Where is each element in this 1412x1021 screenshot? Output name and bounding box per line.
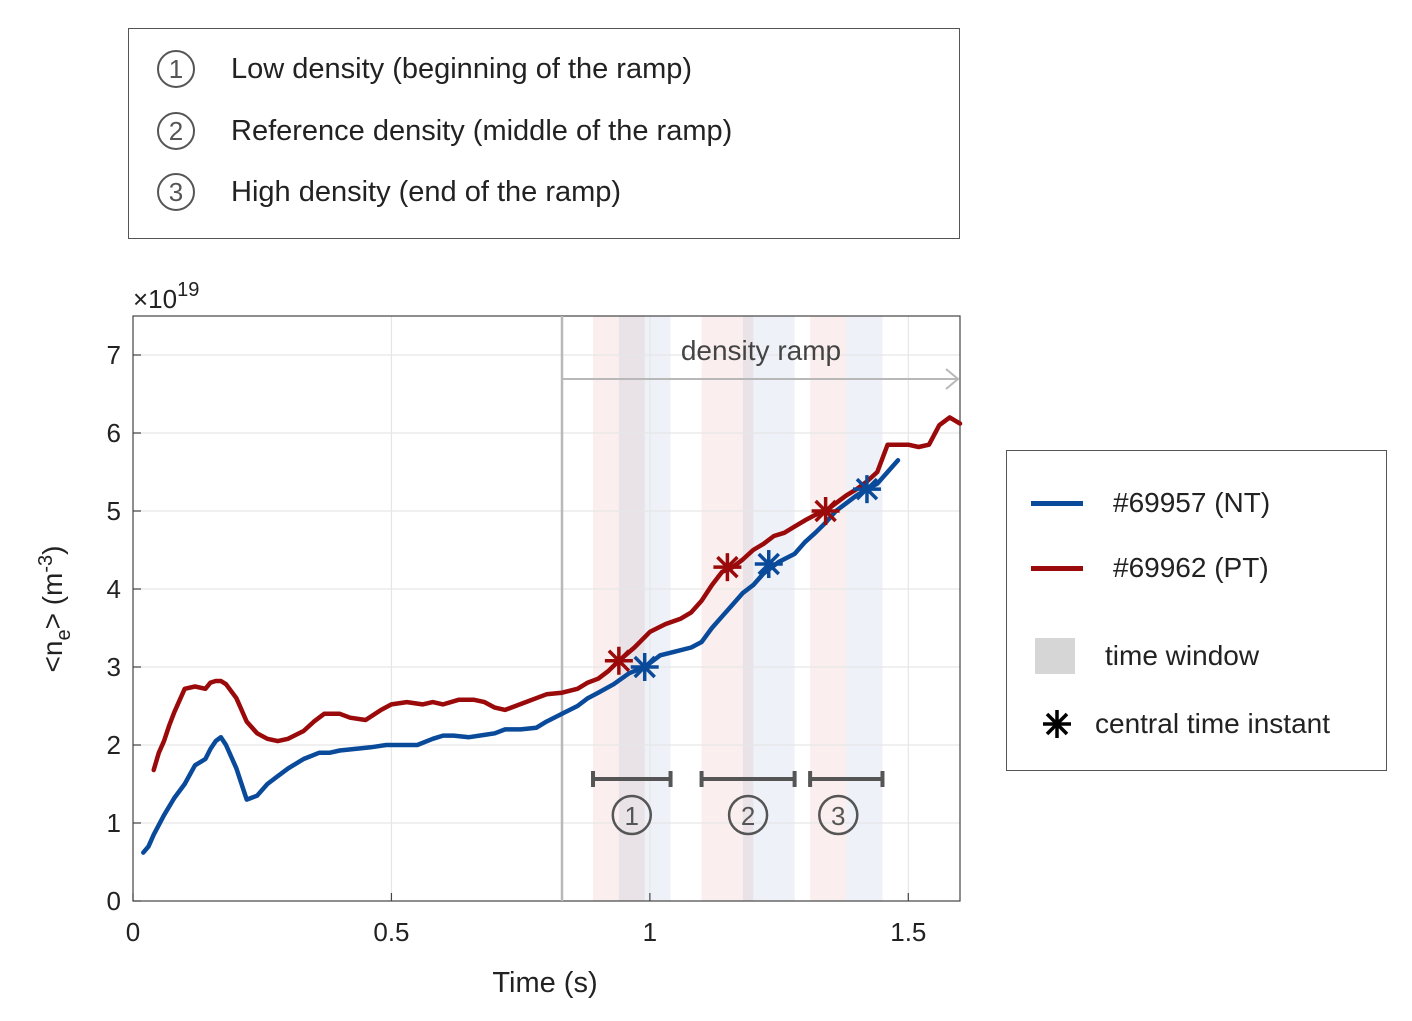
y-tick-label: 7 bbox=[107, 340, 121, 370]
window-3-circle-icon bbox=[818, 794, 859, 836]
window-2-circle-icon bbox=[727, 794, 769, 836]
window-legend-item: 3 High density (end of the ramp) bbox=[157, 169, 621, 215]
window-number: 1 bbox=[168, 53, 184, 84]
marker-stroke bbox=[607, 649, 631, 672]
ramp-arrow-head bbox=[945, 368, 960, 390]
y-label-main: <n bbox=[37, 641, 68, 673]
y-label-sup: -3 bbox=[35, 555, 57, 573]
exponent-base: ×10 bbox=[133, 284, 177, 314]
legend-item-pt: #69962 (PT) bbox=[1031, 548, 1269, 588]
ramp-annotation: density ramp bbox=[681, 335, 841, 366]
y-tick-label: 5 bbox=[107, 496, 121, 526]
window-number-3-icon: 3 bbox=[157, 173, 195, 211]
legend-line-nt bbox=[1031, 500, 1083, 506]
marker-stroke bbox=[633, 655, 656, 679]
y-exponent: ×1019 bbox=[133, 279, 199, 314]
y-tick-label: 2 bbox=[107, 730, 121, 760]
central-marker-3 bbox=[713, 553, 742, 582]
window-1-circle-icon bbox=[611, 794, 653, 836]
series-legend: #69957 (NT) #69962 (PT) time window cent… bbox=[1006, 450, 1387, 771]
window-number: 2 bbox=[168, 115, 184, 146]
exponent-power: 19 bbox=[177, 279, 199, 301]
y-tick-label: 3 bbox=[107, 652, 121, 682]
x-tick-label: 0 bbox=[126, 917, 140, 947]
marker-stroke bbox=[814, 499, 837, 523]
window-3-pt-band bbox=[810, 316, 847, 901]
window-legend-item: 2 Reference density (middle of the ramp) bbox=[157, 108, 732, 154]
legend-item-window: time window bbox=[1031, 636, 1259, 676]
marker-stroke bbox=[757, 552, 780, 576]
window-brackets: 1 2 3 bbox=[591, 771, 885, 836]
window-3-nt-band bbox=[846, 316, 883, 901]
y-tick-label: 6 bbox=[107, 418, 121, 448]
legend-label-nt: #69957 (NT) bbox=[1113, 487, 1271, 518]
central-marker-5 bbox=[811, 497, 840, 525]
y-label-end: ) bbox=[37, 546, 68, 555]
y-label-mid: > (m bbox=[37, 573, 68, 630]
window-3-number: 3 bbox=[831, 801, 845, 831]
x-tick-label: 0.5 bbox=[373, 917, 409, 947]
plot-frame bbox=[132, 315, 961, 902]
window-number-1-icon: 1 bbox=[157, 50, 195, 88]
y-axis-label: <ne> (m-3) bbox=[35, 546, 75, 673]
y-tick-label: 1 bbox=[107, 808, 121, 838]
asterisk-icon bbox=[1031, 704, 1083, 744]
central-markers bbox=[604, 475, 881, 681]
window-2-nt-band bbox=[742, 316, 795, 901]
central-marker-6 bbox=[852, 475, 881, 504]
legend-label-window: time window bbox=[1105, 640, 1260, 671]
x-axis-label: Time (s) bbox=[492, 967, 597, 999]
y-tick-label: 4 bbox=[107, 574, 121, 604]
central-marker-2 bbox=[630, 653, 659, 681]
window-legend-label: Low density (beginning of the ramp) bbox=[231, 52, 693, 85]
x-tick-label: 1 bbox=[643, 917, 657, 947]
x-tick-label: 1.5 bbox=[890, 917, 926, 947]
central-marker-1 bbox=[604, 646, 633, 675]
legend-item-nt: #69957 (NT) bbox=[1031, 483, 1270, 523]
window-legend-label: Reference density (middle of the ramp) bbox=[231, 114, 733, 147]
y-tick-label: 0 bbox=[107, 886, 121, 916]
density-ramp: density ramp bbox=[560, 316, 960, 901]
window-2-number: 2 bbox=[741, 801, 755, 831]
window-number: 3 bbox=[168, 176, 184, 207]
window-legend: 1 Low density (beginning of the ramp) 2 … bbox=[128, 28, 960, 239]
window-1-pt-band bbox=[593, 316, 645, 901]
y-label-sub: e bbox=[53, 629, 75, 640]
time-window-swatch-icon bbox=[1035, 638, 1075, 674]
legend-line-pt bbox=[1031, 565, 1083, 571]
legend-label-central: central time instant bbox=[1095, 708, 1330, 739]
series-line-nt bbox=[141, 458, 901, 855]
time-windows bbox=[593, 316, 883, 901]
window-legend-item: 1 Low density (beginning of the ramp) bbox=[157, 46, 692, 92]
marker-stroke bbox=[855, 477, 879, 501]
marker-stroke bbox=[716, 555, 739, 579]
legend-label-pt: #69962 (PT) bbox=[1113, 552, 1269, 583]
axis-ticks: 0 1 2 3 4 5 6 7 0 0.5 1 1.5 bbox=[107, 340, 927, 947]
window-1-number: 1 bbox=[625, 801, 639, 831]
window-number-2-icon: 2 bbox=[157, 112, 195, 150]
window-legend-label: High density (end of the ramp) bbox=[231, 175, 622, 208]
legend-item-central: central time instant bbox=[1031, 704, 1330, 744]
window-1-nt-band bbox=[618, 316, 671, 901]
central-marker-4 bbox=[754, 550, 783, 579]
